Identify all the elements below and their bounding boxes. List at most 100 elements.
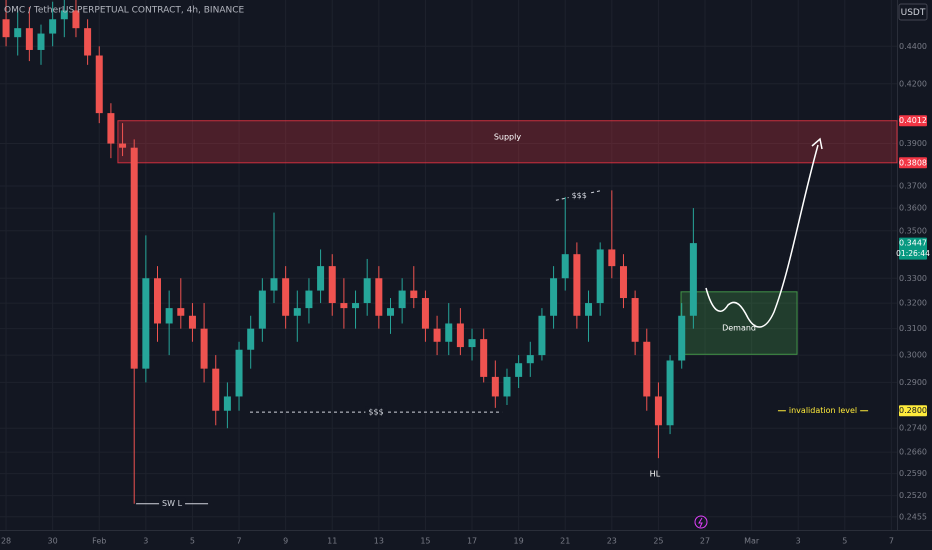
x-tick-label: 30 — [48, 537, 58, 546]
zone-label: Demand — [722, 324, 756, 333]
currency-box[interactable] — [898, 3, 928, 21]
candle-body — [340, 303, 348, 309]
x-tick-label: 3 — [143, 537, 148, 546]
x-tick-label: 17 — [467, 537, 477, 546]
x-tick-label: Feb — [92, 537, 106, 546]
x-tick-label: 27 — [700, 537, 710, 546]
candle-body — [643, 341, 651, 397]
candle-body — [526, 355, 534, 364]
candle-body — [223, 396, 231, 411]
candle-body — [550, 278, 558, 316]
y-tick-label: 0.3700 — [899, 182, 927, 191]
y-tick-label: 0.2590 — [899, 469, 927, 478]
price-badge — [899, 405, 927, 417]
candle-body — [247, 328, 255, 350]
event-icon[interactable] — [694, 515, 708, 529]
x-tick-label: 23 — [607, 537, 617, 546]
candle-body — [398, 290, 406, 309]
candle-body — [119, 143, 127, 148]
level-label-bg — [785, 404, 861, 417]
candle-body — [491, 376, 499, 397]
candle-body — [561, 254, 569, 279]
candle-body — [235, 349, 243, 397]
price-badge-label: 0.3447 — [899, 239, 927, 248]
candle-body — [84, 28, 92, 56]
candle-body — [352, 303, 360, 309]
candle-body — [37, 33, 45, 50]
x-tick-label: 3 — [796, 537, 801, 546]
x-tick-label: 19 — [514, 537, 524, 546]
annotations: $$$ $$$ SW L invalidation level HL — [136, 189, 869, 510]
candle-body — [188, 315, 196, 329]
chart-title: OMC / TetherUS PERPETUAL CONTRACT, 4h, B… — [4, 6, 244, 16]
x-tick-label: 21 — [560, 537, 570, 546]
candle-body — [654, 396, 662, 426]
candle-body — [142, 278, 150, 369]
axes: 0.4400 0.4200 0.3900 0.3700 0.3600 0.3500 0.33… — [1, 42, 930, 546]
candle-body — [293, 308, 301, 316]
candle-body — [363, 278, 371, 304]
candle-body — [585, 303, 593, 316]
candle-body — [270, 278, 278, 291]
candle-body — [107, 113, 115, 144]
candle-body — [49, 19, 57, 34]
level-label-bg — [365, 406, 387, 419]
y-tick-label: 0.3300 — [899, 274, 927, 283]
x-tick-label: 5 — [842, 537, 847, 546]
candle-body — [631, 298, 639, 342]
candle-body — [14, 28, 22, 38]
y-tick-label: 0.3900 — [899, 139, 927, 148]
x-tick-label: 25 — [653, 537, 663, 546]
price-badge-label: 0.2800 — [899, 406, 927, 415]
y-tick-label: 0.2900 — [899, 378, 927, 387]
candle-body — [305, 290, 313, 309]
candle-body — [538, 315, 546, 356]
y-tick-label: 0.3100 — [899, 324, 927, 333]
level-label: invalidation level — [789, 406, 857, 415]
x-tick-label: Mar — [744, 537, 760, 546]
y-tick-label: 0.3000 — [899, 351, 927, 360]
level-label: SW L — [162, 499, 183, 508]
candle-body — [608, 249, 616, 267]
level-label: $$$ — [572, 191, 587, 200]
candle-body — [282, 278, 290, 316]
candle-body — [153, 278, 161, 324]
candle-body — [2, 19, 10, 38]
zone — [117, 120, 898, 164]
price-badge-label: 0.4012 — [899, 116, 927, 125]
level-label: $$$ — [368, 408, 383, 417]
candle-body — [25, 28, 33, 50]
candle-body — [165, 308, 173, 324]
y-tick-label: 0.2660 — [899, 448, 927, 457]
candle-body — [177, 308, 185, 316]
price-badge — [899, 115, 927, 127]
candle-body — [317, 266, 325, 291]
candles — [2, 0, 697, 504]
level-label-bg — [159, 497, 186, 510]
y-tick-label: 0.2740 — [899, 424, 927, 433]
y-tick-label: 0.3500 — [899, 226, 927, 235]
y-tick-label: 0.4200 — [899, 79, 927, 88]
grid — [0, 0, 897, 530]
level-label-bg — [568, 189, 590, 202]
price-badge-label: 0.3808 — [899, 158, 927, 167]
candle-body — [689, 243, 697, 316]
candle-body — [666, 360, 674, 426]
x-tick-label: 7 — [889, 537, 894, 546]
candle-body — [456, 323, 464, 348]
candle-body — [596, 249, 604, 304]
price-badge-countdown: 01:26:44 — [896, 249, 930, 258]
projection-path — [705, 144, 819, 328]
candle-body — [72, 10, 80, 29]
x-tick-label: 9 — [283, 537, 288, 546]
marker-label: HL — [650, 470, 661, 479]
x-tick-label: 13 — [374, 537, 384, 546]
candle-body — [258, 290, 266, 329]
candle-body — [386, 308, 394, 316]
price-badge — [899, 157, 927, 169]
y-tick-label: 0.3200 — [899, 299, 927, 308]
y-tick-label: 0.4400 — [899, 42, 927, 51]
